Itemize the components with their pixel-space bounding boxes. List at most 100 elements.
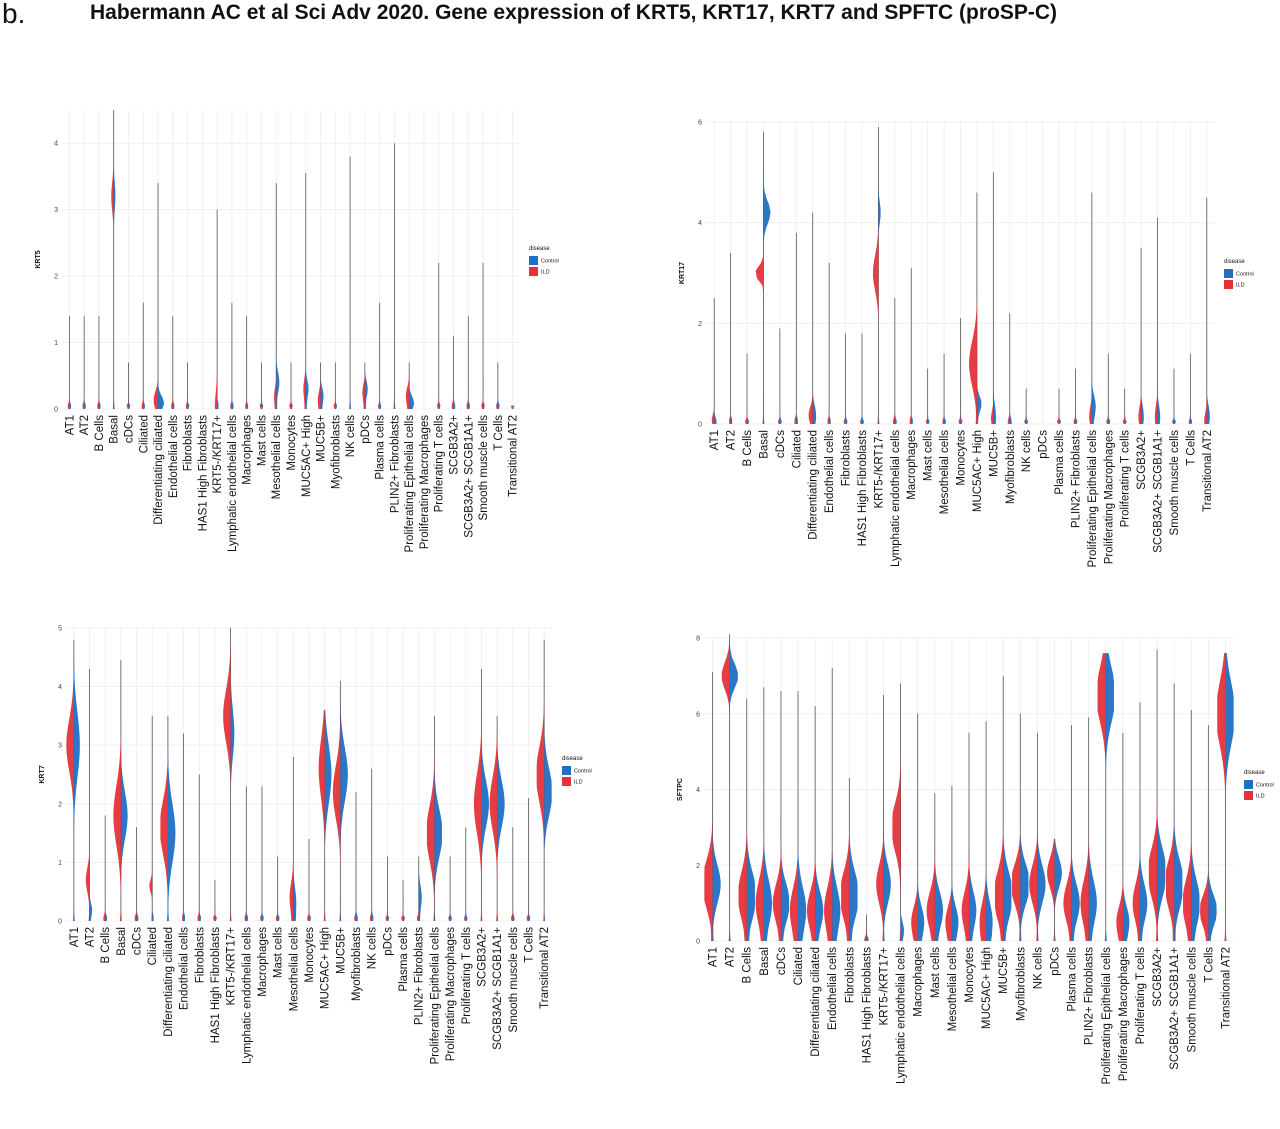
violin-control — [1191, 709, 1200, 941]
x-tick-label: Differentiating ciliated — [810, 947, 822, 1057]
y-tick-label: 4 — [54, 141, 58, 148]
x-tick-label: Smooth muscle cells — [1169, 430, 1181, 536]
violin-ild — [926, 793, 935, 941]
x-tick-label: AT2 — [79, 415, 91, 435]
y-tick-label: 1 — [58, 860, 62, 867]
x-tick-label: Mast cells — [273, 927, 285, 978]
x-tick-label: Lymphatic endothelial cells — [241, 927, 253, 1064]
violin-ild — [416, 856, 419, 921]
x-tick-label: Proliferating Macrophages — [1118, 947, 1130, 1081]
violin-control — [276, 183, 280, 409]
x-tick-label: Mast cells — [930, 947, 942, 998]
violin-control — [105, 815, 108, 921]
violin-ild — [463, 827, 466, 921]
violin-control — [335, 362, 338, 409]
violin-ild — [1089, 192, 1092, 424]
x-tick-label: Smooth muscle cells — [508, 927, 520, 1033]
violin-control — [763, 687, 773, 941]
x-tick-label: Proliferating Epithelial cells — [1101, 947, 1113, 1085]
x-tick-label: cDCs — [123, 415, 135, 443]
x-tick-label: Lymphatic endothelial cells — [227, 415, 239, 552]
violin-control — [340, 680, 348, 921]
violin-ild — [859, 333, 862, 424]
x-tick-label: Lymphatic endothelial cells — [890, 430, 902, 567]
violin-control — [1003, 675, 1012, 941]
violin-control — [1054, 838, 1062, 941]
violin-ild — [259, 362, 262, 409]
x-tick-label: Endothelial cells — [827, 947, 839, 1030]
violin-control — [128, 362, 131, 409]
violin-control — [1124, 388, 1127, 424]
violin-control — [812, 212, 817, 424]
legend-title: disease — [562, 756, 583, 762]
legend-swatch — [529, 256, 538, 265]
violin-ild — [755, 132, 764, 425]
y-tick-label: 6 — [696, 711, 700, 718]
x-tick-label: PLIN2+ Fibroblasts — [1070, 430, 1082, 528]
violin-ild — [97, 315, 99, 409]
figure-title: Habermann AC et al Sci Adv 2020. Gene ex… — [90, 1, 1057, 24]
violin-ild — [1188, 353, 1191, 424]
violin-ild — [745, 353, 748, 424]
x-tick-label: MUC5AC+ High — [320, 927, 332, 1009]
legend-title: disease — [1244, 770, 1265, 776]
legend-label: Control — [1256, 783, 1274, 789]
violin-control — [729, 634, 738, 941]
x-tick-label: Mast cells — [923, 430, 935, 481]
x-tick-label: Macrophages — [913, 947, 925, 1017]
violin-control — [993, 172, 997, 424]
violin-ild — [82, 315, 85, 409]
violin-control — [512, 827, 515, 921]
violin-ild — [711, 298, 715, 424]
violin-ild — [843, 333, 846, 424]
violin-control — [1157, 217, 1161, 424]
violin-control — [172, 315, 175, 409]
x-tick-label: Monocytes — [964, 947, 976, 1003]
x-tick-label: B Cells — [742, 430, 754, 467]
violin-control — [293, 756, 297, 921]
violin-control — [120, 660, 128, 921]
violin-control — [1108, 353, 1111, 424]
x-tick-label: T Cells — [523, 927, 535, 963]
x-tick-label: PLIN2+ Fibroblasts — [1084, 947, 1096, 1045]
violin-ild — [85, 669, 90, 921]
violin-ild — [1106, 353, 1109, 424]
violin-control — [1225, 653, 1234, 941]
x-tick-label: T Cells — [1203, 947, 1215, 983]
x-tick-label: Mesothelial cells — [271, 415, 283, 500]
x-tick-label: NK cells — [1021, 430, 1033, 472]
x-tick-label: Proliferating T cells — [461, 927, 473, 1025]
violin-ild — [1056, 388, 1060, 424]
x-tick-label: KRT5-/KRT17+ — [873, 430, 885, 509]
violin-ild — [67, 315, 70, 409]
x-tick-label: MUC5AC+ High — [972, 430, 984, 512]
y-tick-label: 4 — [696, 787, 700, 794]
violin-ild — [113, 660, 121, 921]
x-tick-label: HAS1 High Fibroblasts — [861, 947, 873, 1064]
violin-ild — [489, 715, 498, 921]
violin-ild — [245, 315, 247, 409]
x-tick-label: Myofibroblasts — [351, 927, 363, 1001]
legend-label: ILD — [1236, 283, 1245, 289]
y-axis-label: KRT7 — [39, 765, 46, 783]
violin-control — [453, 335, 456, 409]
violin-control — [450, 856, 452, 921]
violin-ild — [738, 698, 747, 941]
violin-ild — [1024, 388, 1027, 424]
violin-ild — [318, 710, 325, 921]
violin-ild — [755, 687, 764, 941]
violin-ild — [958, 318, 961, 424]
legend-label: Control — [574, 769, 592, 775]
x-tick-label: SCGB3A2+ — [476, 927, 488, 987]
violin-control — [1208, 725, 1217, 941]
x-tick-label: AT1 — [69, 927, 81, 947]
y-tick-label: 2 — [54, 274, 58, 281]
violin-control — [387, 856, 390, 921]
sftpc-violin-chart: 0 2 4 6 8 SFTPC AT1 AT2 B Cells Basal cDCs Ciliated… — [677, 634, 1274, 1085]
violin-ild — [1148, 649, 1158, 941]
violin-control — [763, 132, 771, 425]
x-tick-label: Fibroblasts — [841, 430, 853, 486]
y-tick-label: 3 — [58, 743, 62, 750]
x-tick-label: MUC5B+ — [998, 947, 1010, 994]
krt7-violin-chart: 0 1 2 3 4 5 KRT7 AT1 AT2 B Cells Basal cDCs Ciliated… — [39, 626, 592, 1065]
